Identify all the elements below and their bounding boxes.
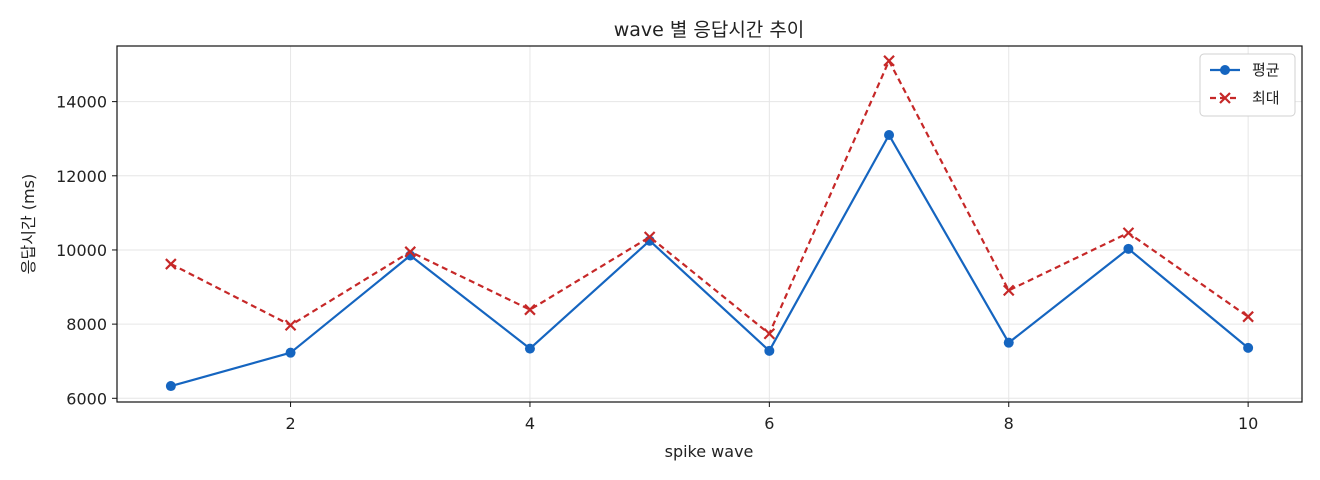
grid-layer (117, 46, 1302, 402)
y-tick-label: 10000 (56, 241, 107, 260)
y-tick-label: 12000 (56, 167, 107, 186)
series-point-0 (1003, 337, 1014, 348)
x-tick-label: 4 (525, 414, 535, 433)
tick-layer: 2 4 6 8 10 6000 8000 10000 12000 14000 (56, 93, 1258, 433)
legend: 평균 최대 (1199, 53, 1296, 117)
y-axis-label: 응답시간 (ms) (19, 174, 38, 274)
legend-label-average: 평균 (1252, 61, 1280, 79)
y-tick-label: 14000 (56, 93, 107, 112)
series-point-1 (165, 258, 177, 270)
y-tick-label: 8000 (66, 315, 107, 334)
series-point-1 (1242, 310, 1254, 323)
chart-title: wave 별 응답시간 추이 (614, 19, 805, 41)
series-point-1 (883, 55, 895, 67)
series-line-0 (170, 133, 1249, 388)
series-point-0 (1243, 342, 1254, 353)
series-point-1 (1002, 284, 1015, 297)
x-tick-label: 6 (764, 414, 774, 433)
series-point-1 (524, 303, 536, 316)
series-point-0 (764, 345, 775, 356)
series-point-0 (524, 343, 535, 354)
x-axis-label: spike wave (665, 442, 754, 461)
series-point-1 (284, 319, 297, 332)
x-tick-label: 10 (1238, 414, 1258, 433)
legend-label-max: 최대 (1252, 89, 1280, 107)
series-point-0 (285, 347, 296, 358)
plot-frame (116, 45, 1303, 403)
series-point-0 (165, 381, 176, 392)
x-tick-label: 8 (1004, 414, 1014, 433)
series-point-1 (404, 246, 417, 258)
series-line-1 (170, 59, 1249, 335)
series-point-1 (763, 327, 776, 340)
series-point-1 (643, 231, 656, 243)
series-point-0 (884, 130, 895, 140)
series-point-1 (1122, 227, 1135, 239)
series-layer (165, 55, 1254, 392)
legend-marker-max (1219, 92, 1231, 104)
x-tick-label: 2 (285, 414, 295, 433)
y-tick-label: 6000 (66, 389, 107, 408)
legend-marker-average (1220, 65, 1230, 75)
legend-box (1199, 53, 1296, 117)
series-point-0 (1123, 243, 1134, 254)
